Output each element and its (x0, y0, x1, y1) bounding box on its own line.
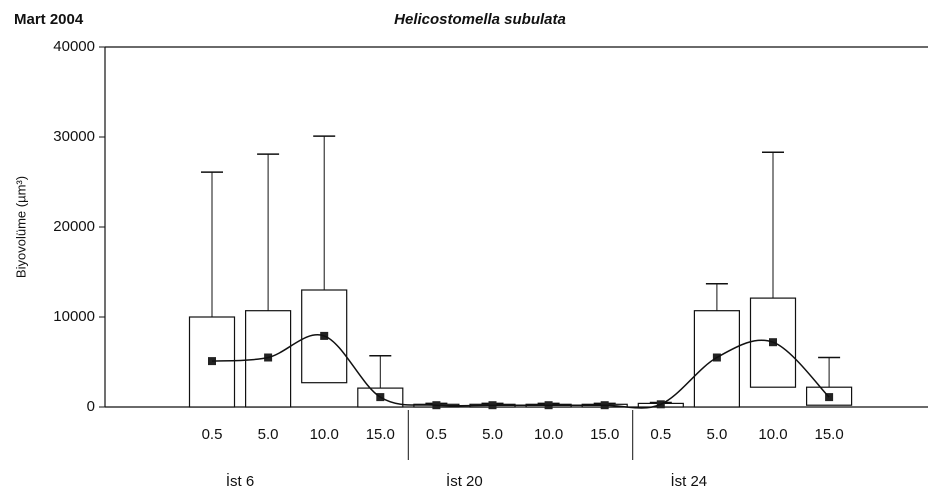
chart-title: Helicostomella subulata (394, 11, 566, 28)
x-tick-label: 0.5 (650, 426, 671, 443)
y-axis-label: Biyovolüme (µm³) (13, 176, 28, 278)
y-tick-label: 10000 (53, 308, 95, 325)
x-tick-label: 10.0 (534, 426, 563, 443)
x-tick-label: 15.0 (366, 426, 395, 443)
x-tick-label: 15.0 (590, 426, 619, 443)
y-tick-label: 40000 (53, 38, 95, 55)
x-tick-label: 10.0 (310, 426, 339, 443)
x-tick-label: 5.0 (482, 426, 503, 443)
x-tick-label: 5.0 (258, 426, 279, 443)
y-tick-label: 30000 (53, 128, 95, 145)
group-label: İst 20 (446, 472, 483, 490)
x-tick-label: 15.0 (814, 426, 843, 443)
mean-line (211, 334, 830, 409)
group-label: İst 24 (670, 472, 707, 490)
group-label: İst 6 (226, 472, 254, 490)
x-tick-label: 0.5 (426, 426, 447, 443)
corner-label: Mart 2004 (14, 11, 84, 28)
x-tick-label: 0.5 (202, 426, 223, 443)
x-tick-label: 10.0 (758, 426, 787, 443)
x-tick-label: 5.0 (706, 426, 727, 443)
y-tick-label: 20000 (53, 218, 95, 235)
y-tick-label: 0 (87, 398, 95, 415)
